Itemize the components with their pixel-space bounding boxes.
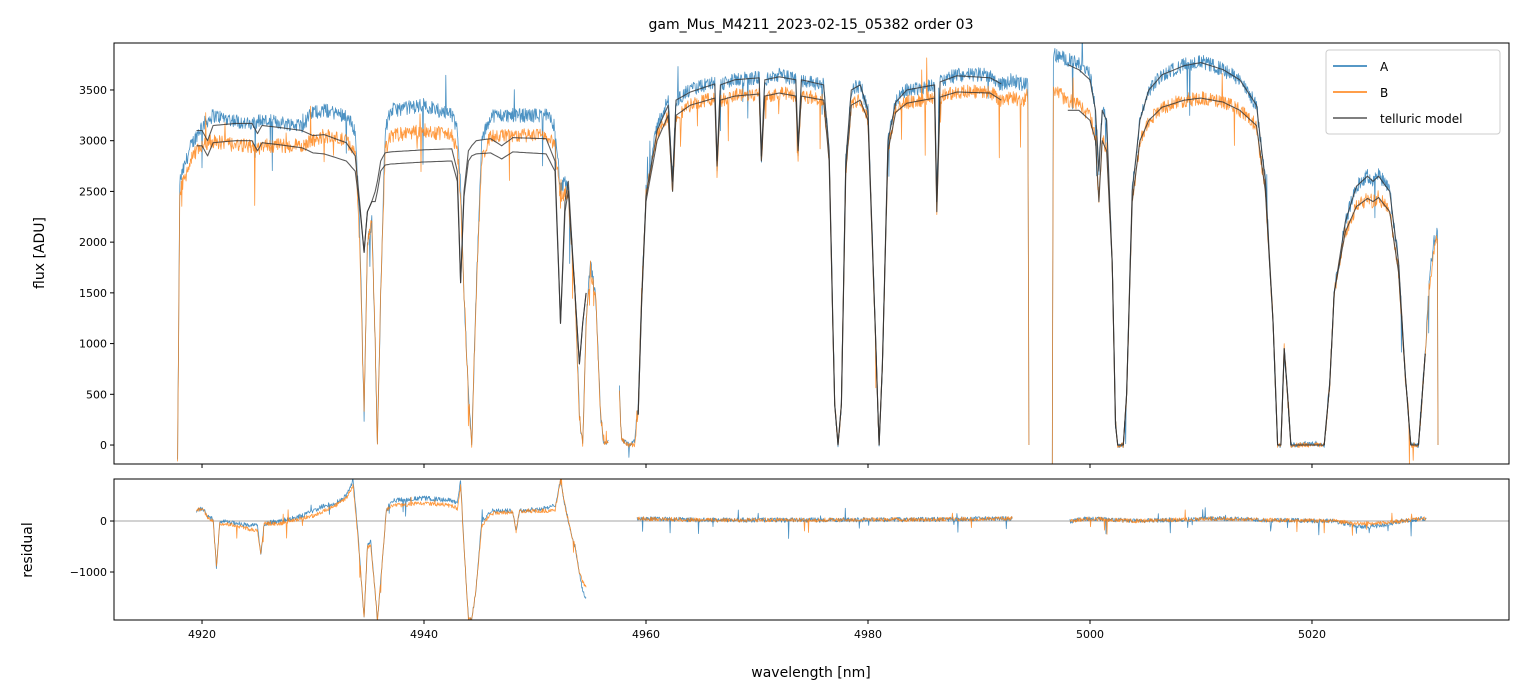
flux-y-tick-label: 1000	[79, 338, 107, 351]
residual-y-axis-label: residual	[20, 522, 36, 577]
legend-box	[1325, 49, 1501, 135]
legend: A B telluric model	[1325, 49, 1501, 135]
residual-y-tick-label: −1000	[70, 566, 107, 579]
x-tick-label: 5020	[1298, 628, 1326, 641]
flux-y-tick-label: 0	[100, 439, 107, 452]
x-tick-label: 5000	[1076, 628, 1104, 641]
chart-title: gam_Mus_M4211_2023-02-15_05382 order 03	[648, 17, 973, 33]
flux-axes-frame	[113, 42, 1510, 465]
x-tick-label: 4980	[854, 628, 882, 641]
legend-label-a: A	[1380, 60, 1389, 74]
legend-label-b: B	[1380, 86, 1388, 100]
flux-series-telluric-model-a	[196, 62, 1426, 446]
flux-y-tick-label: 2500	[79, 185, 107, 198]
flux-plot-series	[177, 43, 1439, 464]
flux-y-tick-label: 2000	[79, 236, 107, 249]
residual-y-tick-label: 0	[100, 515, 107, 528]
flux-series-telluric-model-b	[196, 91, 1426, 446]
flux-series-b	[177, 57, 1439, 464]
residual-series-a-residual	[196, 479, 1427, 620]
x-tick-label: 4920	[188, 628, 216, 641]
x-tick-label: 4960	[632, 628, 660, 641]
residual-series-b-residual	[196, 479, 1427, 620]
flux-y-tick-label: 500	[86, 388, 107, 401]
flux-y-tick-label: 1500	[79, 287, 107, 300]
residual-plot-series	[114, 479, 1509, 620]
x-tick-label: 4940	[410, 628, 438, 641]
axis-ticks: 0 500 1000 1500 2000 2500 3000 3500 4920 4940 4960…	[70, 84, 1326, 641]
x-axis-label: wavelength [nm]	[751, 665, 870, 681]
flux-y-axis-label: flux [ADU]	[32, 217, 48, 289]
residual-axes-frame	[113, 478, 1510, 621]
flux-y-tick-label: 3500	[79, 84, 107, 97]
flux-y-tick-label: 3000	[79, 135, 107, 148]
legend-label-telluric-model: telluric model	[1380, 112, 1462, 126]
